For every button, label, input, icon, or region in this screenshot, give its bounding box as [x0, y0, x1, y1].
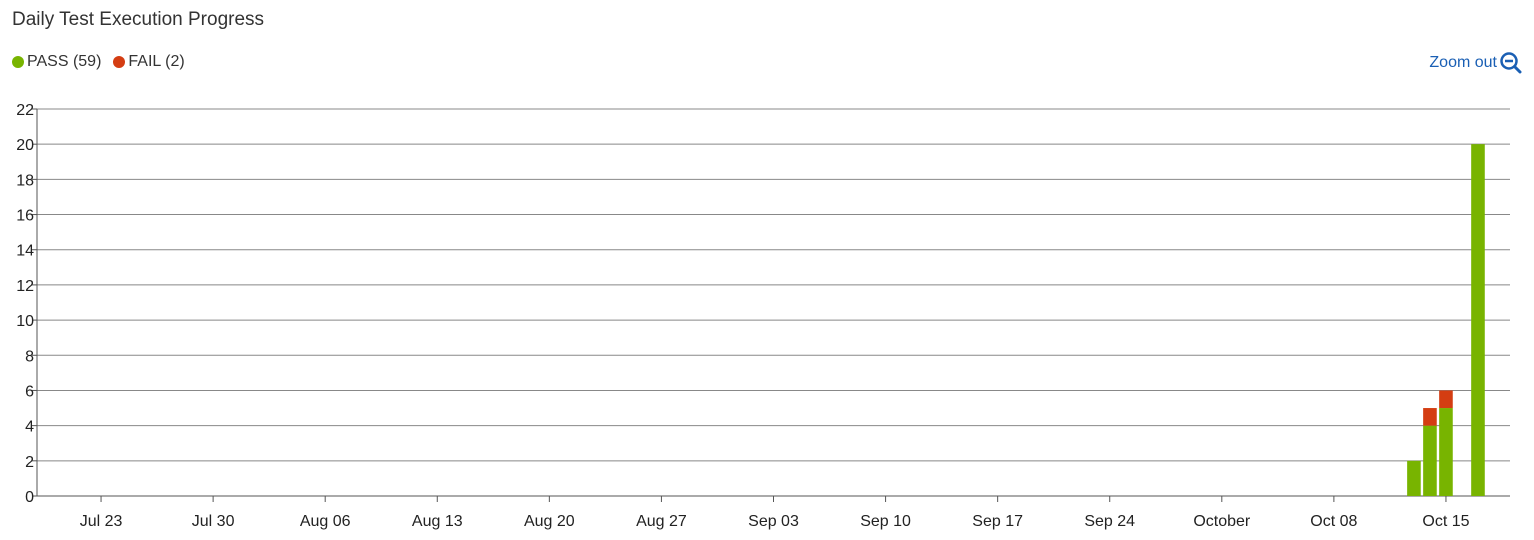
bar-fail — [1423, 408, 1437, 426]
legend: PASS (59) FAIL (2) — [12, 53, 197, 71]
bar-pass — [1423, 425, 1437, 496]
y-tick-label: 20 — [16, 137, 34, 154]
x-tick-label: October — [1193, 513, 1251, 530]
bar-fail — [1439, 390, 1453, 409]
y-tick-label: 22 — [16, 102, 34, 119]
x-tick-label: Sep 10 — [860, 513, 911, 530]
x-tick-label: Jul 30 — [192, 513, 235, 530]
legend-label-pass: PASS (59) — [27, 53, 102, 70]
y-tick-label: 16 — [16, 208, 34, 225]
chart-title: Daily Test Execution Progress — [12, 9, 265, 30]
x-tick-label: Sep 03 — [748, 513, 799, 530]
x-tick-label: Jul 23 — [80, 513, 123, 530]
zoom-out-label: Zoom out — [1429, 54, 1497, 71]
y-tick-label: 12 — [16, 278, 34, 295]
y-tick-label: 6 — [25, 383, 34, 400]
fail-dot-icon — [113, 56, 126, 68]
y-tick-label: 2 — [25, 454, 34, 471]
x-tick-label: Oct 15 — [1422, 513, 1469, 530]
bar-pass — [1471, 144, 1485, 496]
legend-label-fail: FAIL (2) — [128, 53, 185, 70]
legend-item-fail[interactable]: FAIL (2) — [113, 53, 185, 71]
x-tick-label: Aug 13 — [412, 513, 463, 530]
x-tick-label: Oct 08 — [1310, 513, 1357, 530]
y-tick-label: 0 — [25, 489, 34, 506]
y-tick-label: 14 — [16, 243, 34, 260]
zoom-out-button[interactable]: Zoom out — [1429, 52, 1522, 74]
x-tick-label: Aug 06 — [300, 513, 351, 530]
pass-dot-icon — [12, 56, 24, 68]
x-tick-label: Sep 24 — [1084, 513, 1135, 530]
zoom-out-icon — [1500, 52, 1522, 74]
y-tick-label: 4 — [25, 419, 34, 436]
x-tick-label: Aug 27 — [636, 513, 687, 530]
bar-pass — [1407, 460, 1421, 496]
x-tick-label: Aug 20 — [524, 513, 575, 530]
y-tick-label: 10 — [16, 313, 34, 330]
bar-pass — [1439, 408, 1453, 496]
y-tick-label: 8 — [25, 348, 34, 365]
legend-item-pass[interactable]: PASS (59) — [12, 53, 101, 71]
chart-plot: 0 2 4 6 8 10 12 14 16 18 20 22 Jul 23 Jul 30 Aug 06 Aug… — [16, 102, 1510, 530]
x-tick-label: Sep 17 — [972, 513, 1023, 530]
y-tick-label: 18 — [16, 172, 34, 189]
